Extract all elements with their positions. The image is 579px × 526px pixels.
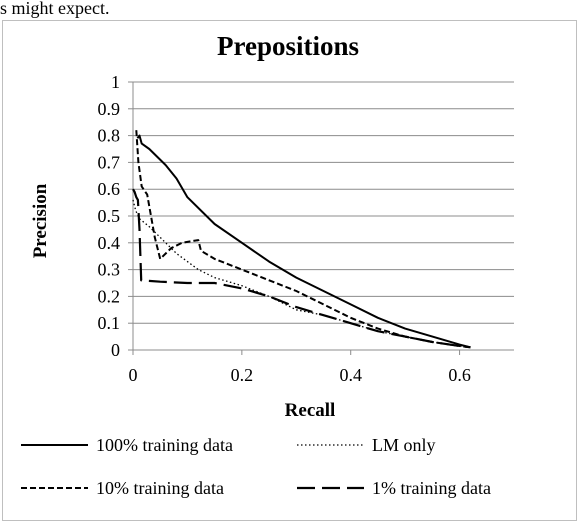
legend: 100% training data LM only 10% training da… [21,435,491,498]
legend-label-3: 1% training data [372,478,491,498]
grid-layer [133,81,514,324]
y-tick-label: 0.1 [98,313,121,333]
y-tick-label: 0.7 [98,152,121,172]
caption-fragment: s might expect. [0,0,109,18]
x-tick-label: 0.2 [231,365,254,385]
legend-label-0: 100% training data [96,435,233,455]
y-tick-label: 0.3 [98,260,121,280]
y-tick-label: 0.4 [98,233,121,253]
chart-border [2,20,577,521]
legend-label-2: 10% training data [96,478,224,498]
y-tick-label: 0 [111,340,120,360]
y-tick-label: 0.5 [98,206,121,226]
axis-layer: 0 0.1 0.2 0.3 0.4 0.5 0.6 0.7 0.8 0.9 1 0 0.2 0.4 0.6 [98,72,514,385]
series-line-3 [132,188,471,349]
x-tick-label: 0.4 [339,365,362,385]
x-tick-label: 0 [129,365,138,385]
series-layer [132,130,471,349]
y-tick-label: 1 [111,72,120,92]
chart-title: Prepositions [217,31,359,61]
y-tick-label: 0.9 [98,99,121,119]
y-tick-label: 0.2 [98,286,121,306]
y-tick-label: 0.6 [98,179,121,199]
series-line-1 [132,199,471,348]
legend-label-1: LM only [372,435,436,455]
series-line-0 [136,134,471,349]
x-axis-label: Recall [285,400,336,421]
y-tick-label: 0.8 [98,126,121,146]
y-axis-label: Precision [30,183,51,258]
x-tick-label: 0.6 [448,365,471,385]
